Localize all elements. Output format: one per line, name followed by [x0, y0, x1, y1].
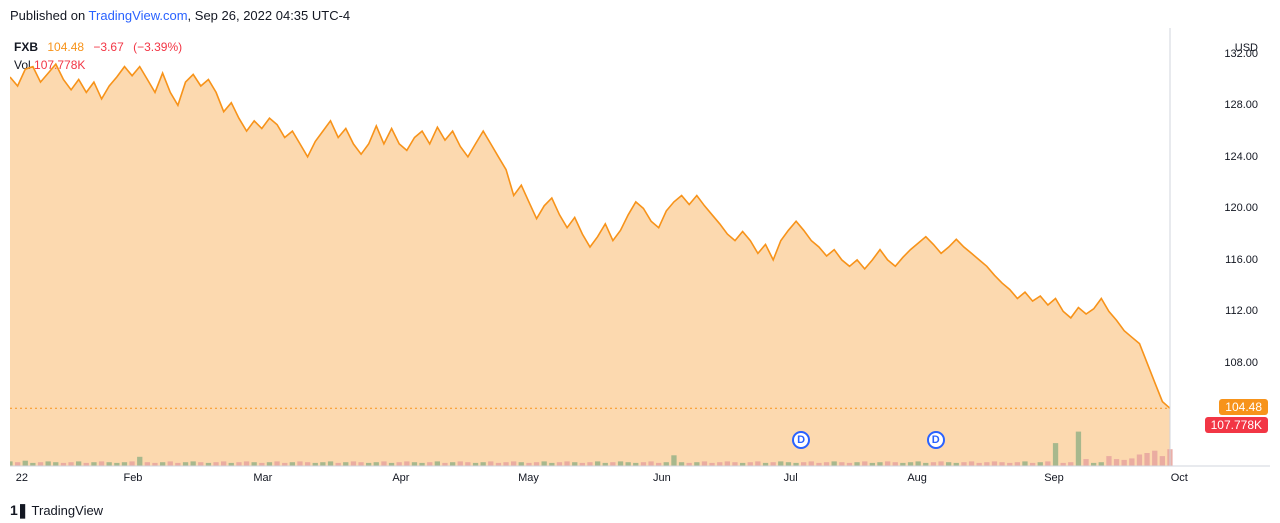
dividend-marker[interactable]: D	[927, 431, 945, 449]
price-plot	[10, 28, 1270, 488]
chart-root: Published on TradingView.com, Sep 26, 20…	[0, 0, 1280, 523]
x-tick: Jun	[653, 472, 671, 484]
tradingview-brand: TradingView	[32, 503, 104, 518]
x-tick: Oct	[1171, 472, 1188, 484]
dividend-marker[interactable]: D	[792, 431, 810, 449]
volume-bar	[1106, 456, 1111, 466]
x-tick: Aug	[907, 472, 927, 484]
volume-bar	[1114, 459, 1119, 466]
area-fill	[10, 64, 1170, 466]
y-tick: 108.00	[1224, 357, 1258, 369]
volume-bar	[1053, 443, 1058, 466]
publish-prefix: Published on	[10, 8, 89, 23]
volume-bar	[1129, 458, 1134, 466]
volume-bar	[137, 457, 142, 466]
x-axis: 22FebMarAprMayJunJulAugSepOct	[10, 466, 1170, 488]
volume-bar	[1076, 432, 1081, 466]
volume-bar	[1152, 451, 1157, 466]
y-tick: 124.00	[1224, 151, 1258, 163]
x-tick: 22	[16, 472, 28, 484]
y-axis: USD 132.00128.00124.00120.00116.00112.00…	[1190, 28, 1270, 488]
y-tick: 120.00	[1224, 202, 1258, 214]
x-tick: May	[518, 472, 539, 484]
x-tick: Mar	[253, 472, 272, 484]
x-tick: Sep	[1044, 472, 1064, 484]
volume-bar	[671, 455, 676, 466]
footer: 1❚ TradingView	[10, 502, 103, 519]
source-link[interactable]: TradingView.com	[89, 8, 188, 23]
volume-bar	[1137, 455, 1142, 467]
chart-area[interactable]: USD 132.00128.00124.00120.00116.00112.00…	[10, 28, 1270, 488]
x-tick: Jul	[784, 472, 798, 484]
x-tick: Feb	[123, 472, 142, 484]
volume-bar	[1160, 456, 1165, 466]
y-tick: 132.00	[1224, 48, 1258, 60]
y-tick: 116.00	[1225, 254, 1258, 266]
y-tick: 128.00	[1224, 99, 1258, 111]
x-tick: Apr	[392, 472, 409, 484]
tradingview-logo-icon: 1❚	[10, 502, 28, 519]
current-price-badge: 104.48	[1219, 399, 1268, 415]
volume-bar	[1083, 459, 1088, 466]
publish-header: Published on TradingView.com, Sep 26, 20…	[10, 8, 350, 23]
publish-suffix: , Sep 26, 2022 04:35 UTC-4	[188, 8, 351, 23]
current-volume-badge: 107.778K	[1205, 417, 1268, 433]
volume-bar	[1144, 453, 1149, 466]
y-tick: 112.00	[1225, 305, 1258, 317]
